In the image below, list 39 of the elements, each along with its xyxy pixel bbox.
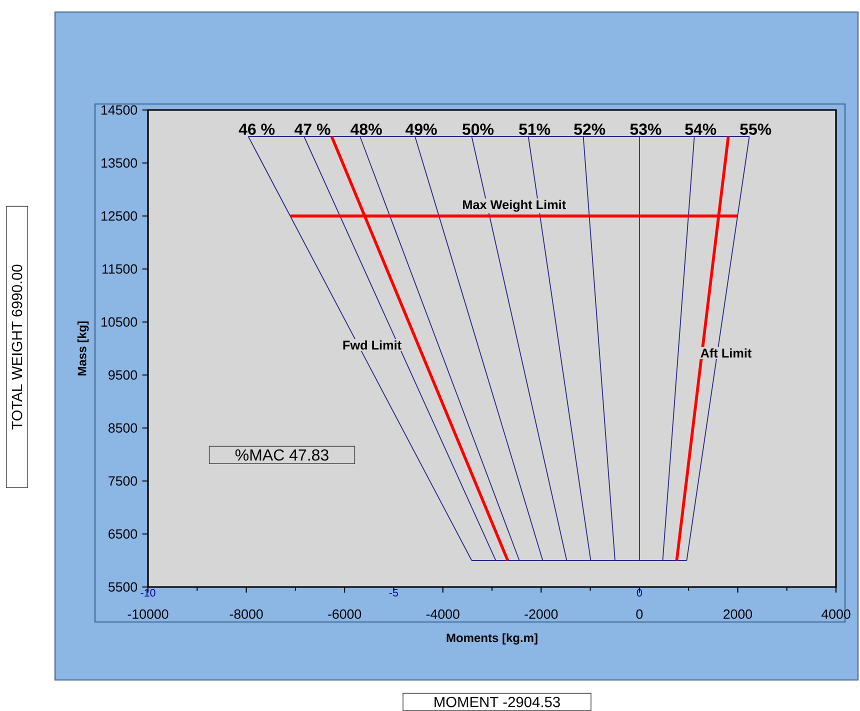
x-axis-title: Moments [kg.m]: [446, 633, 538, 645]
series-label: 47 %: [294, 124, 330, 135]
series-label: 51%: [519, 124, 550, 135]
x-tick-label: 0: [636, 609, 643, 619]
x-tick-label: 4000: [821, 609, 850, 619]
y-tick-label: 5500: [108, 582, 138, 592]
series-label: 52%: [574, 124, 606, 135]
x2-tick-label: 0: [636, 589, 642, 597]
y-tick-label: 8500: [108, 423, 138, 433]
series-label: 53%: [630, 124, 662, 135]
series-label: 55%: [740, 124, 772, 135]
text: TOTAL WEIGHT 6990.00: [12, 264, 22, 430]
x2-tick-label: -5: [389, 589, 398, 596]
series-label: 49%: [406, 124, 437, 135]
x-tick-label: -6000: [328, 609, 362, 619]
annotation: Aft Limit: [700, 348, 752, 358]
y-axis-title: Mass [kg]: [77, 321, 89, 376]
x-tick-label: -8000: [230, 609, 263, 619]
y-tick-label: 12500: [102, 211, 138, 221]
series-label: 46 %: [238, 124, 275, 135]
annotation: Fwd Limit: [343, 340, 402, 350]
y-tick-label: 14500: [102, 105, 138, 115]
y-tick-label: 11500: [102, 264, 138, 274]
series-label: 48%: [350, 124, 382, 135]
y-tick-label: 10500: [102, 317, 138, 327]
annotation: %MAC 47.83: [235, 449, 328, 461]
y-tick-label: 13500: [102, 158, 138, 168]
x-tick-label: -10000: [128, 609, 168, 619]
series-label: 50%: [462, 124, 494, 135]
y-tick-label: 6500: [108, 529, 138, 539]
y-tick-label: 7500: [108, 476, 138, 486]
y-tick-label: 9500: [108, 370, 138, 380]
x-tick-label: -2000: [524, 609, 558, 619]
text: MOMENT -2904.53: [434, 696, 560, 708]
series-label: 54%: [685, 124, 716, 135]
x2-tick-label: -10: [140, 589, 156, 597]
x-tick-label: -4000: [426, 609, 460, 619]
x-tick-label: 2000: [724, 609, 752, 619]
series-label: Max Weight Limit: [463, 200, 566, 212]
